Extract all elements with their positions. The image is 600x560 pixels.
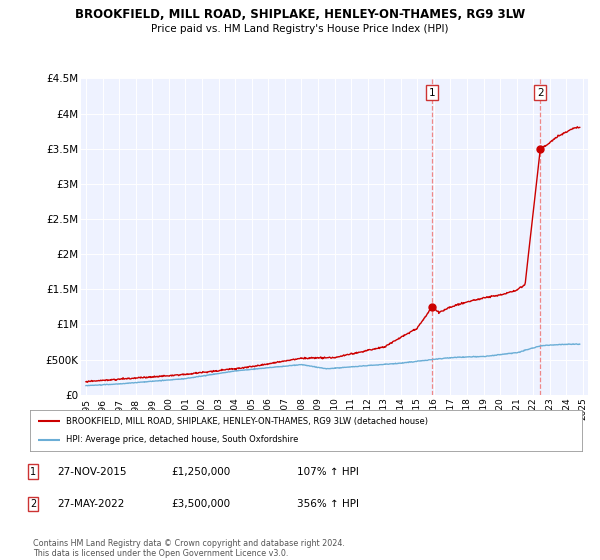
Text: £1,250,000: £1,250,000	[171, 466, 230, 477]
Text: 356% ↑ HPI: 356% ↑ HPI	[297, 499, 359, 509]
Text: 1: 1	[429, 88, 436, 98]
Text: 2: 2	[30, 499, 36, 509]
Text: £3,500,000: £3,500,000	[171, 499, 230, 509]
Text: 27-MAY-2022: 27-MAY-2022	[57, 499, 124, 509]
Text: Price paid vs. HM Land Registry's House Price Index (HPI): Price paid vs. HM Land Registry's House …	[151, 24, 449, 34]
Text: 107% ↑ HPI: 107% ↑ HPI	[297, 466, 359, 477]
Text: HPI: Average price, detached house, South Oxfordshire: HPI: Average price, detached house, Sout…	[66, 436, 298, 445]
Text: 2: 2	[537, 88, 544, 98]
Text: BROOKFIELD, MILL ROAD, SHIPLAKE, HENLEY-ON-THAMES, RG9 3LW: BROOKFIELD, MILL ROAD, SHIPLAKE, HENLEY-…	[75, 8, 525, 21]
Text: 1: 1	[30, 466, 36, 477]
Text: Contains HM Land Registry data © Crown copyright and database right 2024.
This d: Contains HM Land Registry data © Crown c…	[33, 539, 345, 558]
Text: 27-NOV-2015: 27-NOV-2015	[57, 466, 127, 477]
Text: BROOKFIELD, MILL ROAD, SHIPLAKE, HENLEY-ON-THAMES, RG9 3LW (detached house): BROOKFIELD, MILL ROAD, SHIPLAKE, HENLEY-…	[66, 417, 428, 426]
